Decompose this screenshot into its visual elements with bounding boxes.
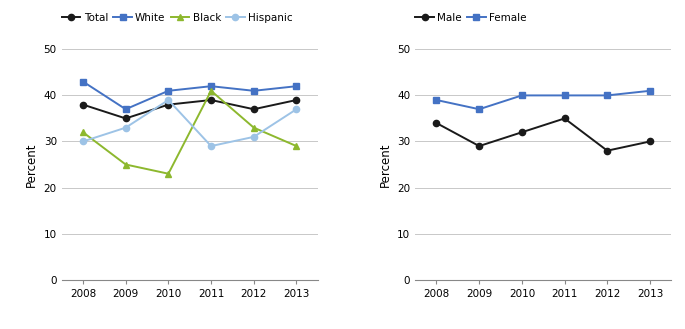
Male: [518, 130, 526, 134]
Black: [164, 172, 173, 176]
Hispanic: [164, 98, 173, 102]
Male: [560, 116, 569, 120]
Hispanic: [249, 135, 258, 139]
Line: Black: Black: [80, 88, 299, 177]
Female: [518, 93, 526, 97]
Male: [603, 149, 612, 153]
Line: White: White: [80, 79, 299, 112]
Hispanic: [207, 144, 215, 148]
Female: [646, 89, 654, 93]
Female: [475, 107, 484, 111]
White: [292, 84, 301, 88]
Male: [475, 144, 484, 148]
Black: [292, 144, 301, 148]
Total: [164, 103, 173, 107]
Total: [249, 107, 258, 111]
Line: Male: Male: [434, 115, 653, 154]
Total: [79, 103, 87, 107]
Legend: Male, Female: Male, Female: [415, 13, 526, 23]
Line: Hispanic: Hispanic: [80, 97, 299, 149]
Total: [292, 98, 301, 102]
Hispanic: [121, 126, 129, 130]
Black: [121, 163, 129, 166]
White: [79, 80, 87, 84]
Black: [207, 89, 215, 93]
Total: [121, 116, 129, 120]
Male: [432, 121, 440, 125]
Black: [249, 126, 258, 130]
Female: [603, 93, 612, 97]
White: [164, 89, 173, 93]
Female: [560, 93, 569, 97]
White: [121, 107, 129, 111]
Hispanic: [79, 139, 87, 143]
Line: Total: Total: [80, 97, 299, 121]
Male: [646, 139, 654, 143]
Y-axis label: Percent: Percent: [379, 142, 392, 187]
Legend: Total, White, Black, Hispanic: Total, White, Black, Hispanic: [62, 13, 292, 23]
Y-axis label: Percent: Percent: [25, 142, 38, 187]
White: [207, 84, 215, 88]
Female: [432, 98, 440, 102]
Total: [207, 98, 215, 102]
Line: Female: Female: [434, 88, 653, 112]
Hispanic: [292, 107, 301, 111]
Black: [79, 130, 87, 134]
White: [249, 89, 258, 93]
